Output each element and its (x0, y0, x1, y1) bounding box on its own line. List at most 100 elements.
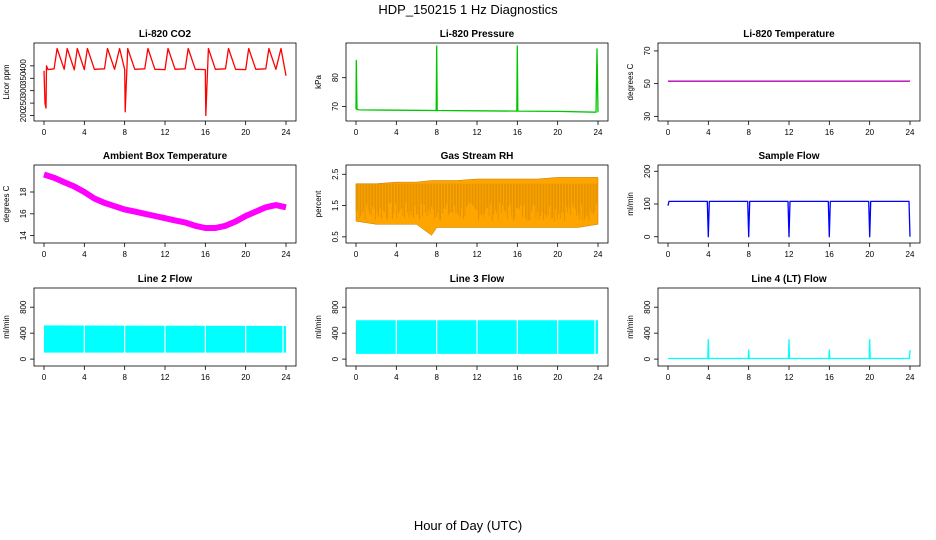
panel-title: Li-820 CO2 (139, 29, 192, 40)
x-tick-label: 20 (553, 128, 562, 137)
x-tick-label: 24 (906, 128, 915, 137)
x-tick-label: 12 (473, 250, 482, 259)
x-tick-label: 0 (354, 373, 359, 382)
x-tick-label: 20 (865, 250, 874, 259)
x-tick-label: 20 (865, 373, 874, 382)
x-tick-label: 0 (666, 250, 671, 259)
panel-title: Li-820 Pressure (440, 29, 515, 40)
panel-title: Line 4 (LT) Flow (751, 274, 827, 285)
y-tick-label: 1.5 (331, 199, 340, 211)
x-tick-label: 4 (706, 373, 711, 382)
x-tick-label: 4 (394, 128, 399, 137)
y-tick-label: 0.5 (331, 231, 340, 243)
y-tick-label: 350 (19, 71, 28, 85)
figure-x-axis-label: Hour of Day (UTC) (413, 518, 523, 533)
x-tick-label: 4 (394, 373, 399, 382)
panel-y-axis-label: ml/min (2, 315, 11, 339)
x-tick-label: 8 (746, 250, 751, 259)
y-tick-label: 800 (19, 300, 28, 314)
panel-1: Li-820 Pressure kPa 0 4 8 12 16 20 24 70 80 (314, 29, 609, 137)
x-tick-label: 8 (122, 250, 127, 259)
x-tick-label: 24 (594, 373, 603, 382)
series-line (43, 47, 287, 117)
x-tick-label: 0 (666, 373, 671, 382)
x-tick-label: 8 (122, 128, 127, 137)
series-line (43, 171, 287, 231)
x-tick-label: 4 (394, 250, 399, 259)
panel-5: Sample Flow ml/min 0 4 8 12 16 20 24 0 100 200 (626, 151, 921, 259)
x-tick-label: 8 (434, 128, 439, 137)
y-tick-label: 0 (19, 356, 28, 361)
x-tick-label: 8 (434, 373, 439, 382)
x-tick-label: 8 (434, 250, 439, 259)
x-tick-label: 12 (161, 373, 170, 382)
panel-y-axis-label: ml/min (626, 315, 635, 339)
panel-y-axis-label: kPa (314, 75, 323, 89)
y-tick-label: 400 (643, 326, 652, 340)
x-tick-label: 20 (241, 128, 250, 137)
x-tick-label: 4 (706, 128, 711, 137)
y-tick-label: 70 (331, 101, 340, 110)
x-tick-label: 12 (473, 373, 482, 382)
x-tick-label: 0 (42, 373, 47, 382)
y-tick-label: 200 (19, 108, 28, 122)
x-tick-label: 8 (746, 373, 751, 382)
y-tick-label: 100 (643, 197, 652, 211)
x-tick-label: 24 (282, 373, 291, 382)
x-tick-label: 8 (746, 128, 751, 137)
x-tick-label: 12 (161, 128, 170, 137)
x-tick-label: 20 (241, 250, 250, 259)
plot-frame (33, 164, 297, 244)
plot-frame (657, 42, 921, 122)
y-tick-label: 70 (643, 46, 652, 55)
y-tick-label: 16 (19, 209, 28, 218)
y-tick-label: 400 (331, 326, 340, 340)
panel-2: Li-820 Temperature degrees C 0 4 8 12 16 20 24 30… (626, 29, 921, 137)
x-tick-label: 12 (785, 128, 794, 137)
y-tick-label: 30 (643, 111, 652, 120)
x-tick-label: 20 (553, 250, 562, 259)
panel-title: Line 2 Flow (138, 274, 193, 285)
x-tick-label: 12 (785, 373, 794, 382)
x-tick-label: 4 (82, 250, 87, 259)
panel-title: Ambient Box Temperature (103, 151, 228, 162)
y-tick-label: 18 (19, 187, 28, 196)
y-tick-label: 250 (19, 96, 28, 110)
y-tick-label: 0 (643, 234, 652, 239)
x-tick-label: 24 (906, 250, 915, 259)
x-tick-label: 0 (42, 128, 47, 137)
plot-frame (33, 42, 297, 122)
y-tick-label: 200 (643, 164, 652, 178)
y-tick-label: 300 (19, 83, 28, 97)
plot-frame (345, 42, 609, 122)
x-tick-label: 12 (785, 250, 794, 259)
x-tick-label: 0 (354, 128, 359, 137)
x-tick-label: 24 (282, 250, 291, 259)
x-tick-label: 4 (706, 250, 711, 259)
y-tick-label: 0 (331, 356, 340, 361)
y-tick-label: 800 (331, 300, 340, 314)
x-tick-label: 0 (42, 250, 47, 259)
panel-4: Gas Stream RH percent 0 4 8 12 16 20 24 0.5 1.5 2.5 (314, 151, 609, 259)
x-tick-label: 16 (201, 373, 210, 382)
x-tick-label: 20 (553, 373, 562, 382)
series-line (668, 338, 911, 360)
x-tick-label: 20 (865, 128, 874, 137)
x-tick-label: 24 (282, 128, 291, 137)
panel-title: Gas Stream RH (441, 151, 514, 162)
x-tick-label: 24 (594, 128, 603, 137)
x-tick-label: 0 (354, 250, 359, 259)
panel-7: Line 3 Flow ml/min 0 4 8 12 16 20 24 0 400 800 (314, 274, 609, 382)
panel-y-axis-label: degrees C (2, 185, 11, 222)
panel-title: Line 3 Flow (450, 274, 505, 285)
x-tick-label: 8 (122, 373, 127, 382)
panel-y-axis-label: ml/min (314, 315, 323, 339)
figure-title: HDP_150215 1 Hz Diagnostics (378, 2, 558, 17)
x-tick-label: 24 (906, 373, 915, 382)
x-tick-label: 16 (201, 128, 210, 137)
y-tick-label: 400 (19, 326, 28, 340)
x-tick-label: 4 (82, 373, 87, 382)
y-tick-label: 800 (643, 300, 652, 314)
x-tick-label: 16 (201, 250, 210, 259)
y-tick-label: 400 (19, 59, 28, 73)
